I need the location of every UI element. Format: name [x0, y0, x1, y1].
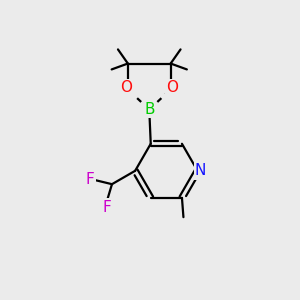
Text: O: O — [166, 80, 178, 95]
Text: O: O — [120, 80, 132, 95]
Text: F: F — [102, 200, 111, 214]
Text: N: N — [195, 163, 206, 178]
Text: B: B — [144, 102, 154, 117]
Text: F: F — [85, 172, 94, 187]
